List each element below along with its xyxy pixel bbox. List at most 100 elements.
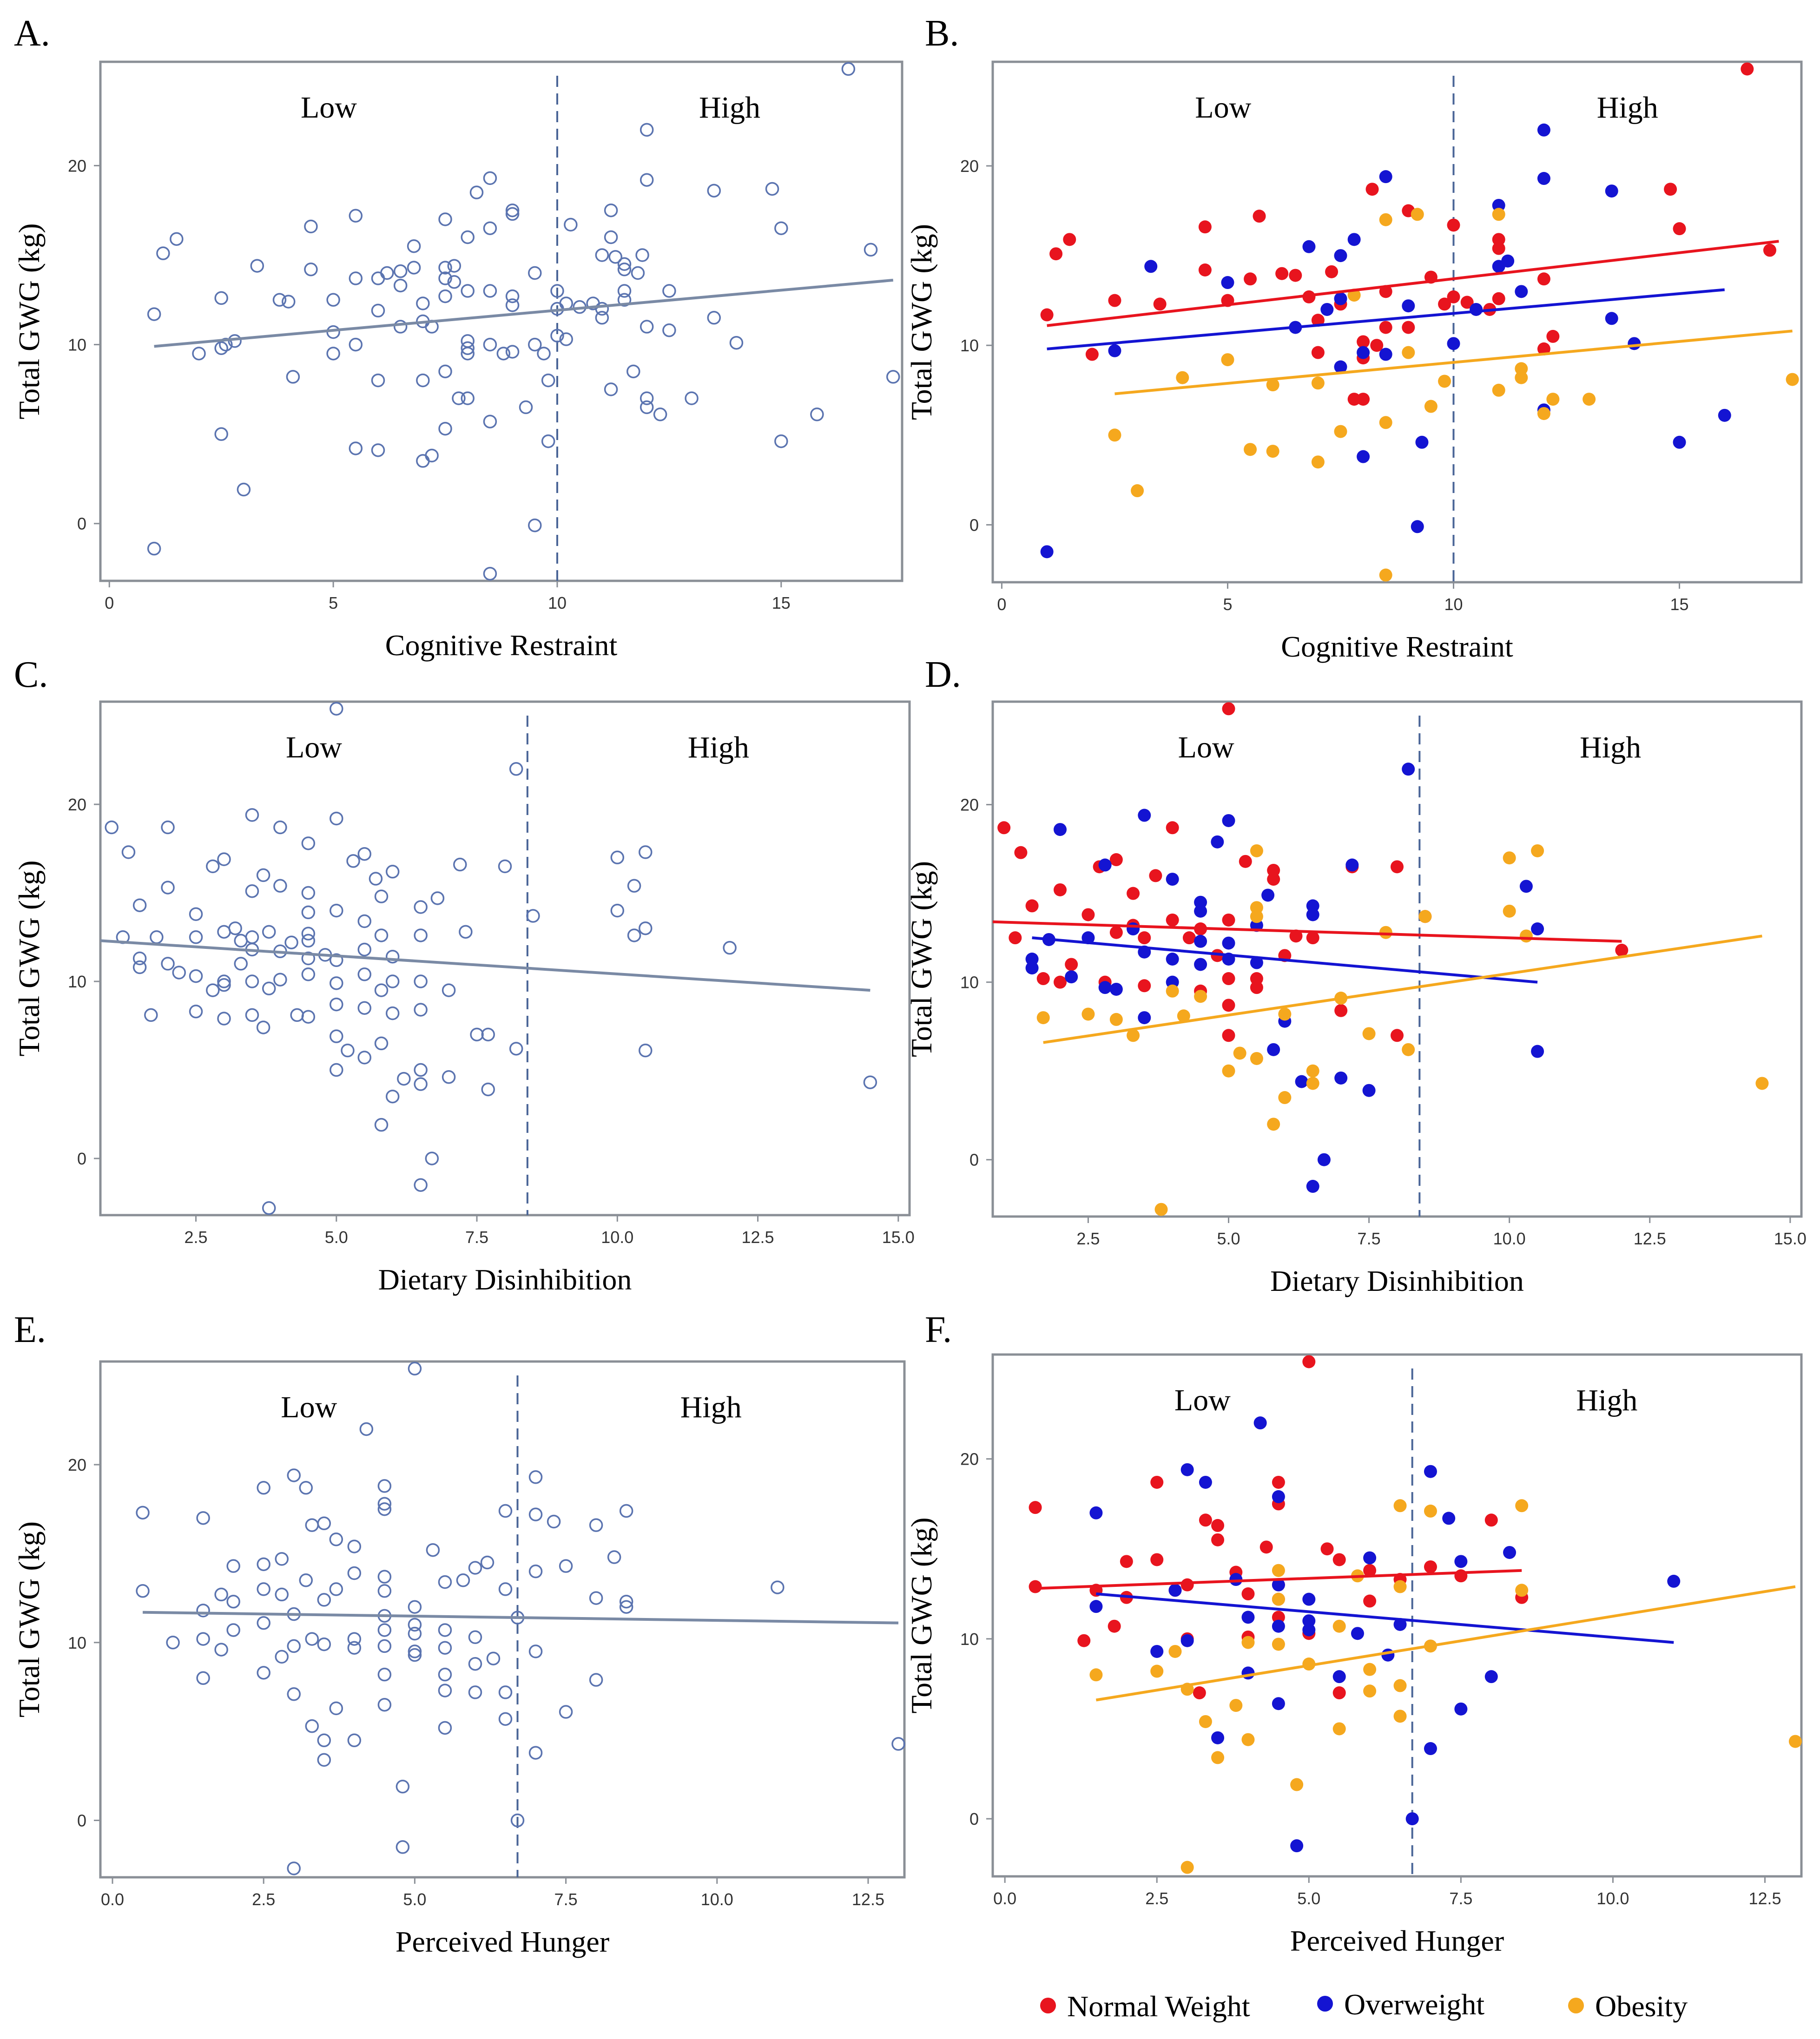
data-point [470, 1027, 484, 1042]
legend-marker-normal-weight [1040, 1998, 1056, 2013]
data-point [1222, 936, 1235, 950]
x-axis-title: Cognitive Restraint [1281, 630, 1513, 663]
data-point [1664, 183, 1677, 196]
data-point [604, 230, 618, 244]
data-point [349, 337, 363, 352]
data-point [377, 1570, 392, 1584]
data-point [416, 296, 430, 310]
legend-label-overweight: Overweight [1344, 1988, 1484, 2021]
data-point [301, 1010, 316, 1024]
data-point [374, 1036, 389, 1051]
data-point [287, 1639, 301, 1653]
data-point [729, 335, 744, 350]
data-point [1447, 290, 1460, 303]
data-point [1241, 1611, 1255, 1624]
data-point [214, 427, 228, 441]
data-point [1211, 1519, 1225, 1532]
data-point [1755, 1077, 1769, 1090]
data-point [189, 1005, 203, 1019]
data-point [1289, 269, 1302, 282]
data-point [438, 1721, 452, 1735]
data-point [408, 1618, 422, 1632]
data-point [377, 1584, 392, 1598]
data-point [619, 1594, 633, 1609]
data-point [1199, 1513, 1212, 1527]
data-point [1515, 1584, 1529, 1597]
data-point [287, 1861, 301, 1875]
x-tick-label: 5 [329, 593, 338, 612]
data-point [498, 1712, 513, 1726]
y-tick-label: 20 [68, 1455, 86, 1474]
data-point [326, 347, 340, 361]
data-point [1049, 247, 1063, 261]
data-point [459, 925, 473, 939]
data-point [357, 914, 371, 928]
data-point [509, 1042, 523, 1056]
data-point [1109, 1013, 1123, 1026]
data-point [528, 1564, 543, 1579]
data-point [528, 1507, 543, 1521]
data-point [206, 859, 220, 874]
data-point [1109, 853, 1123, 867]
data-point [1138, 931, 1151, 945]
data-point [1222, 814, 1235, 827]
legend-label-obesity: Obesity [1595, 1990, 1688, 2023]
data-point [1295, 1075, 1308, 1088]
data-point [1492, 260, 1505, 273]
data-point [377, 1497, 392, 1511]
data-point [132, 960, 147, 974]
y-tick-label: 20 [68, 795, 86, 814]
data-point [1272, 1564, 1285, 1577]
data-point [1402, 299, 1415, 313]
data-point [635, 248, 649, 262]
data-point [619, 1600, 633, 1614]
data-point [257, 1557, 270, 1572]
data-point [461, 230, 475, 244]
data-point [1154, 1203, 1168, 1216]
data-point [550, 329, 564, 343]
region-label-high: High [699, 91, 760, 125]
data-point [214, 1587, 228, 1602]
data-point [1357, 450, 1370, 463]
data-point [526, 909, 540, 923]
data-point [1029, 1580, 1042, 1593]
data-point [416, 454, 430, 468]
data-point [1460, 296, 1474, 309]
data-point [483, 284, 497, 298]
data-point [604, 203, 618, 217]
data-point [1166, 821, 1179, 835]
data-point [1036, 1011, 1050, 1025]
data-point [330, 997, 343, 1012]
data-point [438, 1623, 452, 1637]
data-point [640, 391, 654, 405]
data-point [1332, 1670, 1346, 1684]
data-point [1357, 335, 1370, 349]
y-axis-title: Total GWG (kg) [13, 860, 46, 1056]
data-point [262, 1201, 276, 1215]
region-label-low: Low [301, 91, 357, 125]
data-point [1492, 383, 1505, 397]
data-point [483, 337, 497, 352]
data-point [245, 1008, 259, 1022]
data-point [589, 1591, 603, 1605]
data-point [397, 1072, 411, 1086]
data-point [275, 1587, 289, 1602]
data-point [257, 1582, 270, 1596]
data-point [707, 184, 721, 198]
data-point [1194, 990, 1207, 1003]
data-point [1108, 344, 1121, 357]
data-point [377, 1639, 392, 1653]
data-point [1418, 910, 1432, 923]
data-point [385, 974, 400, 988]
data-point [639, 921, 653, 935]
data-point [1317, 1153, 1331, 1166]
data-point [1786, 373, 1799, 386]
data-point [505, 298, 520, 312]
data-point [1261, 888, 1275, 902]
data-point [1628, 337, 1641, 350]
data-point [1673, 222, 1686, 236]
data-point [284, 935, 298, 949]
data-point [301, 836, 316, 850]
data-point [430, 891, 445, 905]
data-point [619, 1504, 633, 1518]
